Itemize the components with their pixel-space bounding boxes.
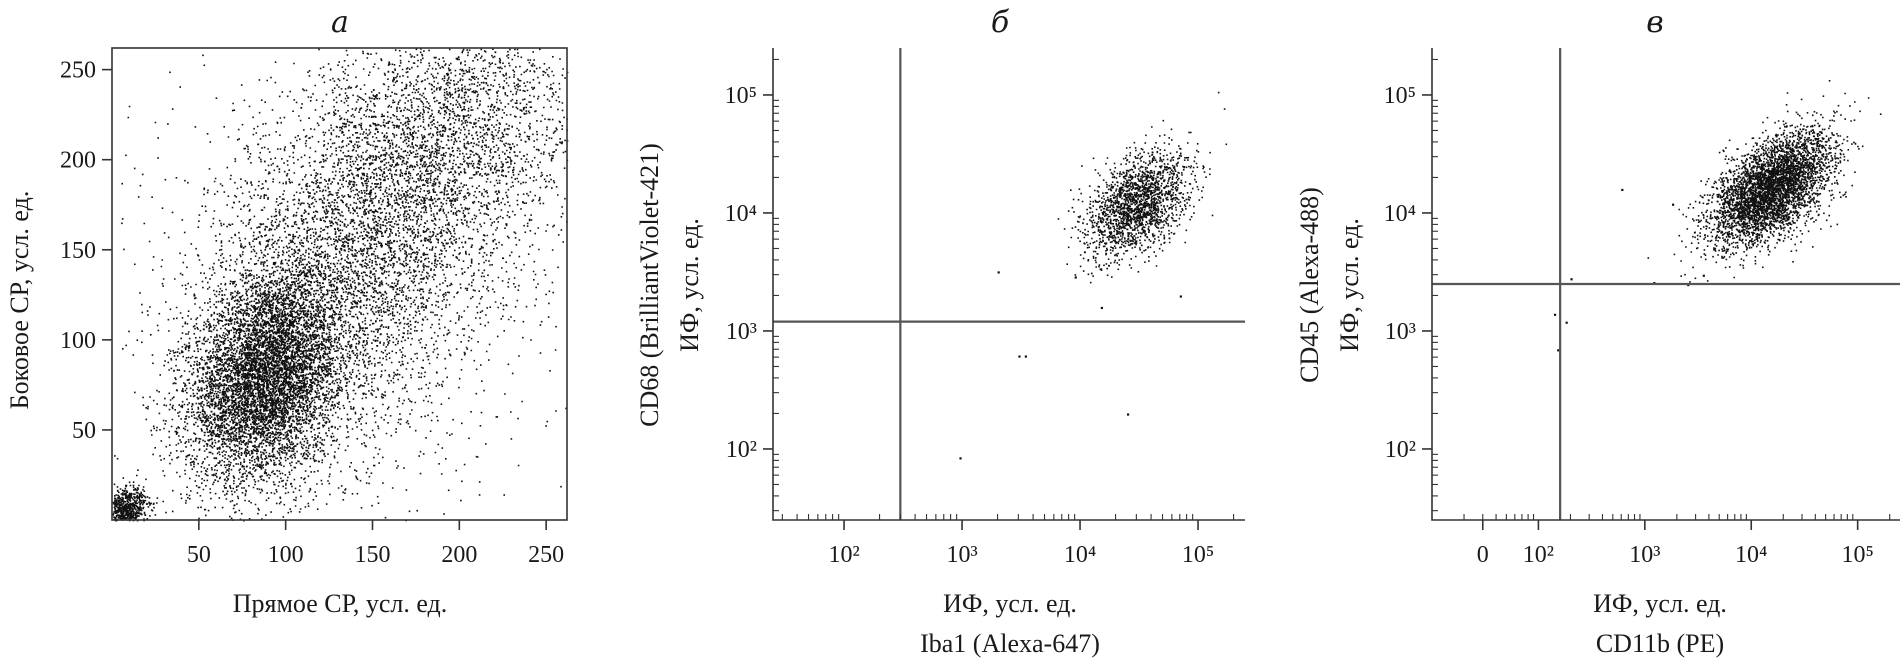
panel-c-x-axis-label-line2: CD11b (PE) [1596, 629, 1724, 658]
panel-a-frame [111, 47, 568, 521]
panel-a-ticks: 50 100 150 200 250 50 100 150 200 250 [60, 58, 564, 568]
panel-a-y-tick-label: 150 [60, 238, 96, 264]
panel-b-x-axis-label-line1: ИФ, усл. ед. [943, 589, 1077, 618]
panel-b-outlier-point [1100, 306, 1104, 310]
panel-c-points [1553, 80, 1882, 352]
panel-b-y-tick-label: 10⁴ [725, 201, 757, 227]
panel-c-y-axis-label-line2: ИФ, усл. ед. [1335, 218, 1364, 352]
panel-b-outlier-point [959, 457, 962, 460]
panel-a-cluster-1-points [126, 179, 405, 521]
panel-c-cluster-1-points [1647, 80, 1882, 283]
panel-b-y-tick-label: 10⁵ [725, 83, 757, 109]
panel-a-label: а [331, 5, 349, 40]
panel-b-label: б [991, 5, 1010, 40]
panel-b-y-axis-label-line1: CD68 (BrilliantViolet-421) [635, 143, 664, 427]
panel-c-x-tick-label: 10³ [1629, 542, 1660, 568]
panel-c-y-tick-label: 10³ [1385, 319, 1416, 345]
panel-b-points [959, 91, 1228, 460]
panel-a-y-tick-label: 200 [60, 148, 96, 174]
panel-a-x-tick-label: 200 [441, 542, 477, 568]
panel-a-y-tick-label: 100 [60, 328, 96, 354]
panel-a-points [112, 48, 569, 522]
panel-c-x-tick-label: 10⁵ [1841, 542, 1873, 568]
panel-c-outlier-point [1621, 188, 1624, 192]
panel-b-outlier-point [1179, 295, 1182, 298]
panel-b-y-tick-label: 10² [726, 437, 757, 463]
panel-c-outlier-point [1702, 274, 1705, 277]
panel-c-y-tick-label: 10⁴ [1384, 201, 1416, 227]
panel-c-y-tick-label: 10² [1385, 437, 1416, 463]
panel-a-x-tick-label: 150 [354, 542, 390, 568]
panel-a-cluster-2-points [114, 48, 566, 522]
panel-a-x-tick-label: 250 [528, 542, 564, 568]
panel-c-y-tick-label: 10⁵ [1384, 83, 1416, 109]
panel-a-cluster-3-points [152, 48, 569, 391]
panel-c-outlier-point [1671, 203, 1675, 206]
panel-c-x-tick-label: 10⁴ [1735, 542, 1767, 568]
panel-b-x-tick-label: 10³ [946, 542, 977, 568]
panel-a-x-axis-label: Прямое СР, усл. ед. [233, 589, 448, 618]
panel-b-cluster-1-points [1057, 91, 1228, 284]
panel-b-outlier-point [1024, 355, 1027, 358]
panel-a-y-tick-label: 50 [72, 418, 96, 444]
panel-b-x-tick-label: 10⁵ [1182, 542, 1214, 568]
panel-b-axes [772, 48, 1245, 521]
panel-a-x-tick-label: 100 [268, 542, 304, 568]
panel-c-outlier-point [1570, 278, 1573, 281]
panel-b-outlier-point [1018, 355, 1021, 358]
panel-b-outlier-point [997, 271, 1000, 274]
panel-c: в 0 10² 10³ 10⁴ 10⁵ 10² 10³ 10⁴ 10⁵ ИФ, усл. ед.… [1295, 5, 1900, 658]
panel-b-x-tick-label: 10⁴ [1064, 542, 1096, 568]
panel-c-label: в [1646, 5, 1663, 40]
panel-c-x-tick-label: 10² [1523, 542, 1554, 568]
panel-c-outlier-point [1565, 321, 1568, 324]
panel-a-cluster-4-points [112, 474, 157, 522]
panel-b-y-axis-label-line2: ИФ, усл. ед. [675, 218, 704, 352]
panel-c-y-axis-label-line1: CD45 (Alexa-488) [1295, 187, 1324, 383]
panel-c-axes [1431, 48, 1900, 521]
panel-b-x-axis-label-line2: Iba1 (Alexa-647) [920, 629, 1100, 658]
panel-b-ticks: 10² 10³ 10⁴ 10⁵ 10² 10³ 10⁴ 10⁵ [725, 58, 1235, 568]
panel-b-x-tick-label: 10² [828, 542, 859, 568]
panel-b-outlier-point [1127, 413, 1130, 416]
panel-a-y-tick-label: 250 [60, 58, 96, 84]
panel-c-x-axis-label-line1: ИФ, усл. ед. [1593, 589, 1727, 618]
panel-c-outlier-point [1557, 349, 1560, 352]
panel-b-y-tick-label: 10³ [726, 319, 757, 345]
panel-c-outlier-point [1553, 313, 1557, 316]
panel-a: а 50 100 150 200 250 50 100 150 200 250 Прямое СР… [5, 5, 569, 618]
panel-a-y-axis-label: Боковое СР, усл. ед. [5, 191, 34, 410]
panel-a-x-tick-label: 50 [187, 542, 211, 568]
panel-c-ticks: 0 10² 10³ 10⁴ 10⁵ 10² 10³ 10⁴ 10⁵ [1384, 58, 1891, 568]
panel-b-outlier-point [1074, 276, 1077, 279]
panel-c-x-tick-label: 0 [1477, 542, 1489, 568]
